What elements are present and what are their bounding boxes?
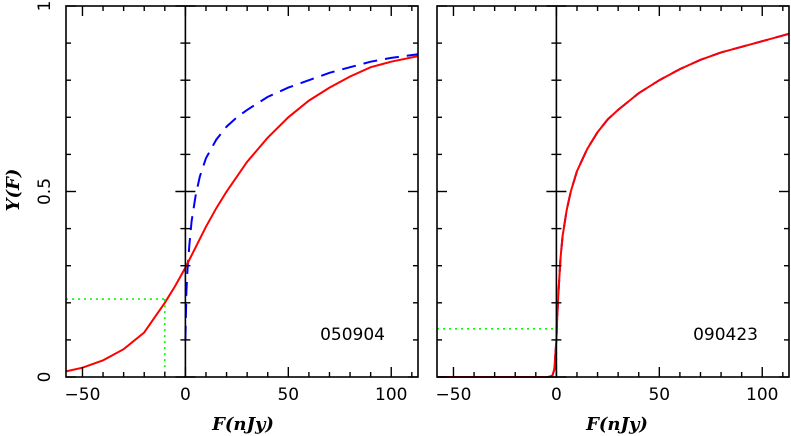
guides-050904 [66, 298, 166, 377]
guides-090423 [437, 327, 558, 377]
x-tick-labels-050904: −50 0 50 100 [65, 385, 408, 405]
y-axis-label: Y(F) [3, 169, 24, 212]
x-tick-label: 100 [375, 385, 407, 405]
x-tick-labels-090423: −50 0 50 100 [436, 385, 779, 405]
y-tick-labels: 00.51 [35, 1, 55, 383]
x-tick-label: 50 [648, 385, 670, 405]
curves-050904 [65, 53, 419, 373]
blue-dashed-curve [184, 53, 419, 340]
x-tick-label: 100 [746, 385, 778, 405]
panel-label-050904: 050904 [320, 325, 385, 345]
x-tick-label: 0 [551, 385, 562, 405]
plot-frame-050904 [65, 5, 419, 378]
ticks-050904 [66, 5, 418, 378]
panel-090423: −50 0 50 100 090423 F(nJy) [436, 5, 790, 435]
x-axis-label-050904: F(nJy) [211, 414, 274, 435]
y-tick-label: 0.5 [35, 178, 55, 205]
red-solid-curve [65, 55, 419, 373]
plot-frame-090423 [436, 5, 790, 378]
x-axis-label-090423: F(nJy) [585, 414, 648, 435]
y-tick-label: 0 [35, 372, 55, 383]
ticks-090423 [437, 5, 789, 378]
x-tick-label: 0 [180, 385, 191, 405]
x-tick-label: −50 [65, 385, 101, 405]
panel-050904: −50 0 50 100 00.51 050904 F(nJy) Y(F) [3, 1, 419, 435]
x-tick-label: 50 [277, 385, 299, 405]
y-tick-label: 1 [35, 1, 55, 12]
panel-label-090423: 090423 [693, 325, 758, 345]
x-tick-label: −50 [436, 385, 472, 405]
